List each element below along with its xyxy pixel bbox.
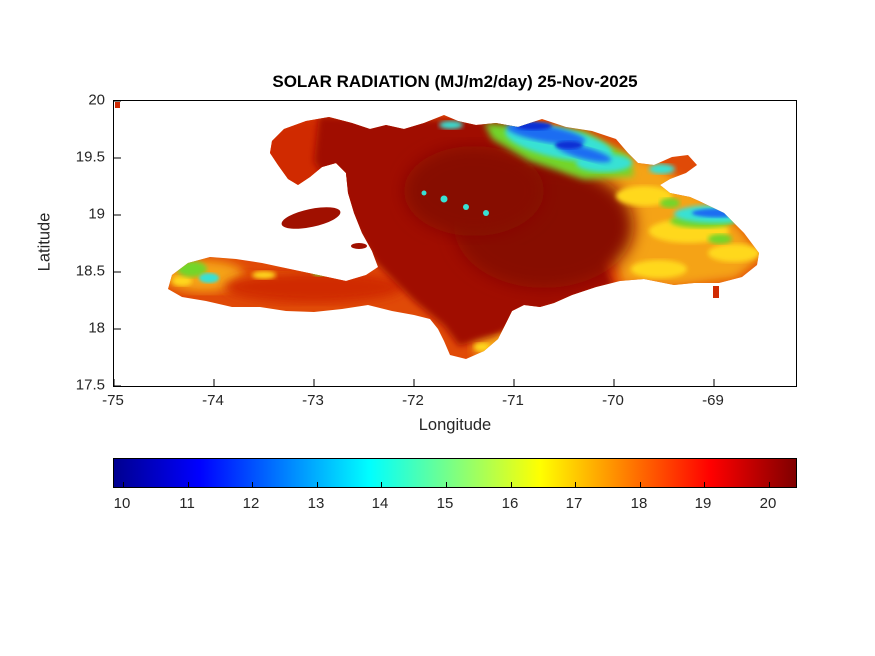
colorbar-tick-label: 14 (371, 495, 389, 512)
colorbar-tick-mark (381, 482, 382, 487)
colorbar-tick-mark (704, 482, 705, 487)
colorbar-tick-label: 18 (630, 495, 648, 512)
x-tick-label: -73 (302, 392, 324, 409)
y-tick-label: 18.5 (75, 262, 105, 280)
colorbar-tick-mark (123, 482, 124, 487)
colorbar-tick-mark (511, 482, 512, 487)
colorbar-tick-label: 13 (307, 495, 325, 512)
small-islet (351, 243, 367, 249)
colorbar-tick-label: 15 (436, 495, 454, 512)
plot-area (113, 100, 797, 387)
x-tick-label: -75 (102, 392, 124, 409)
x-tick-label: -69 (702, 392, 724, 409)
colorbar-tick-label: 16 (501, 495, 519, 512)
y-tick-label: 19 (88, 205, 105, 223)
colorbar-gradient (113, 458, 797, 488)
gonave-island (281, 207, 341, 229)
y-tick-label: 19.5 (75, 148, 105, 166)
x-tick-label: -70 (602, 392, 624, 409)
colorbar-tick-label: 11 (179, 495, 195, 512)
colorbar-tick-label: 19 (694, 495, 712, 512)
colorbar-tick-mark (640, 482, 641, 487)
colorbar-tick-mark (575, 482, 576, 487)
x-tick-label: -74 (202, 392, 224, 409)
axis-tick-marks (113, 100, 715, 387)
colorbar-tick-mark (769, 482, 770, 487)
colorbar-tick-mark (252, 482, 253, 487)
colorbar-tick-label: 12 (242, 495, 260, 512)
colorbar-tick-mark (188, 482, 189, 487)
y-tick-label: 18 (88, 319, 105, 337)
deepest-red-core (404, 146, 634, 288)
x-axis-label: Longitude (418, 416, 492, 434)
x-tick-label: -72 (402, 392, 424, 409)
hispaniola-heatmap (113, 100, 759, 387)
colorbar-tick-label: 17 (565, 495, 583, 512)
chart-title: SOLAR RADIATION (MJ/m2/day) 25-Nov-2025 (272, 72, 638, 91)
y-tick-label: 17.5 (75, 376, 105, 394)
stray-data-speck-topleft (115, 102, 120, 108)
colorbar-tick-mark (317, 482, 318, 487)
y-tick-label: 20 (88, 91, 105, 109)
colorbar-tick-label: 10 (113, 495, 131, 512)
stray-data-speck-southeast (713, 286, 719, 298)
colorbar-tick-label: 20 (759, 495, 777, 512)
x-tick-label: -71 (502, 392, 524, 409)
colorbar-tick-mark (446, 482, 447, 487)
